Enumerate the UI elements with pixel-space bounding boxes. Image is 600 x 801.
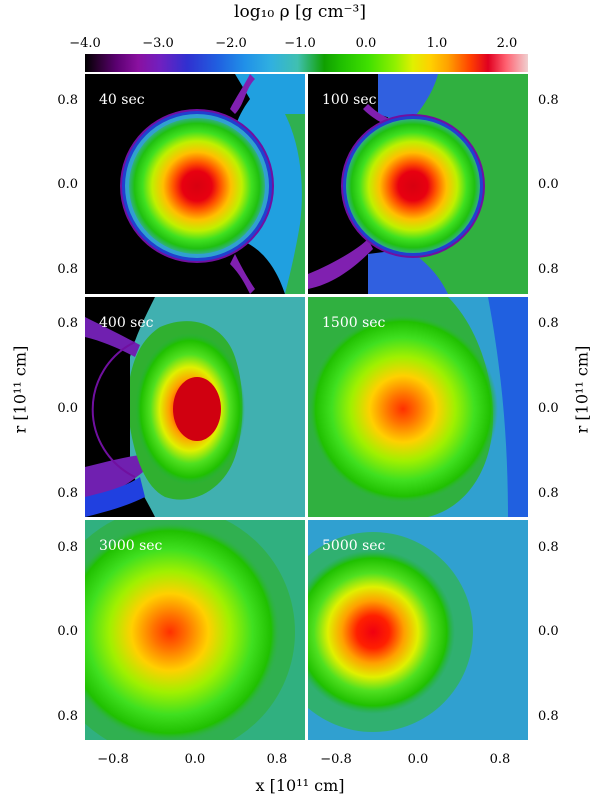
y-tick-label: 0.0 <box>57 177 78 192</box>
y-tick-label: 0.0 <box>57 624 78 639</box>
colorbar-tick: 2.0 <box>496 36 518 51</box>
y-axis-label-right: r [10¹¹ cm] <box>572 345 592 434</box>
density-panel-400-sec: 400 sec <box>85 297 305 517</box>
panel-time-label: 5000 sec <box>322 538 386 554</box>
colorbar-tick: −2.0 <box>215 36 247 51</box>
panel-time-label: 1500 sec <box>322 315 386 331</box>
colorbar-tick: −3.0 <box>142 36 174 51</box>
panel-time-label: 40 sec <box>99 92 145 108</box>
y-tick-label: 0.8 <box>57 486 78 501</box>
colorbar-title: log₁₀ ρ [g cm⁻³] <box>234 2 366 22</box>
colorbar-tick: 0.0 <box>355 36 377 51</box>
x-tick-label: 0.0 <box>184 752 206 767</box>
y-tick-label: 0.8 <box>57 316 78 331</box>
y-tick-label-right: 0.8 <box>538 540 559 555</box>
y-axis-label-left: r [10¹¹ cm] <box>10 345 30 434</box>
y-tick-label-right: 0.0 <box>538 177 559 192</box>
colorbar <box>85 54 528 72</box>
density-panel-100-sec: 100 sec <box>308 74 528 294</box>
density-panel-5000-sec: 5000 sec <box>308 520 528 740</box>
colorbar-tick: −4.0 <box>69 36 101 51</box>
y-tick-label: 0.8 <box>57 262 78 277</box>
y-tick-label-right: 0.8 <box>538 709 559 724</box>
x-tick-label: −0.8 <box>320 752 352 767</box>
colorbar-tick: −1.0 <box>284 36 316 51</box>
density-panel-40-sec: 40 sec <box>85 74 305 294</box>
y-tick-label-right: 0.0 <box>538 624 559 639</box>
x-tick-label: 0.8 <box>489 752 511 767</box>
panel-time-label: 400 sec <box>99 315 154 331</box>
panel-time-label: 100 sec <box>322 92 377 108</box>
density-panel-3000-sec: 3000 sec <box>85 520 305 740</box>
panel-time-label: 3000 sec <box>99 538 163 554</box>
colorbar-tick: 1.0 <box>426 36 448 51</box>
y-tick-label-right: 0.8 <box>538 262 559 277</box>
y-tick-label-right: 0.0 <box>538 401 559 416</box>
y-tick-label: 0.0 <box>57 401 78 416</box>
x-tick-label: 0.0 <box>407 752 429 767</box>
y-tick-label-right: 0.8 <box>538 316 559 331</box>
x-tick-label: 0.8 <box>266 752 288 767</box>
x-axis-label: x [10¹¹ cm] <box>255 776 345 795</box>
x-tick-label: −0.8 <box>97 752 129 767</box>
density-panel-1500-sec: 1500 sec <box>308 297 528 517</box>
y-tick-label: 0.8 <box>57 709 78 724</box>
y-tick-label: 0.8 <box>57 540 78 555</box>
y-tick-label-right: 0.8 <box>538 486 559 501</box>
y-tick-label: 0.8 <box>57 93 78 108</box>
y-tick-label-right: 0.8 <box>538 93 559 108</box>
